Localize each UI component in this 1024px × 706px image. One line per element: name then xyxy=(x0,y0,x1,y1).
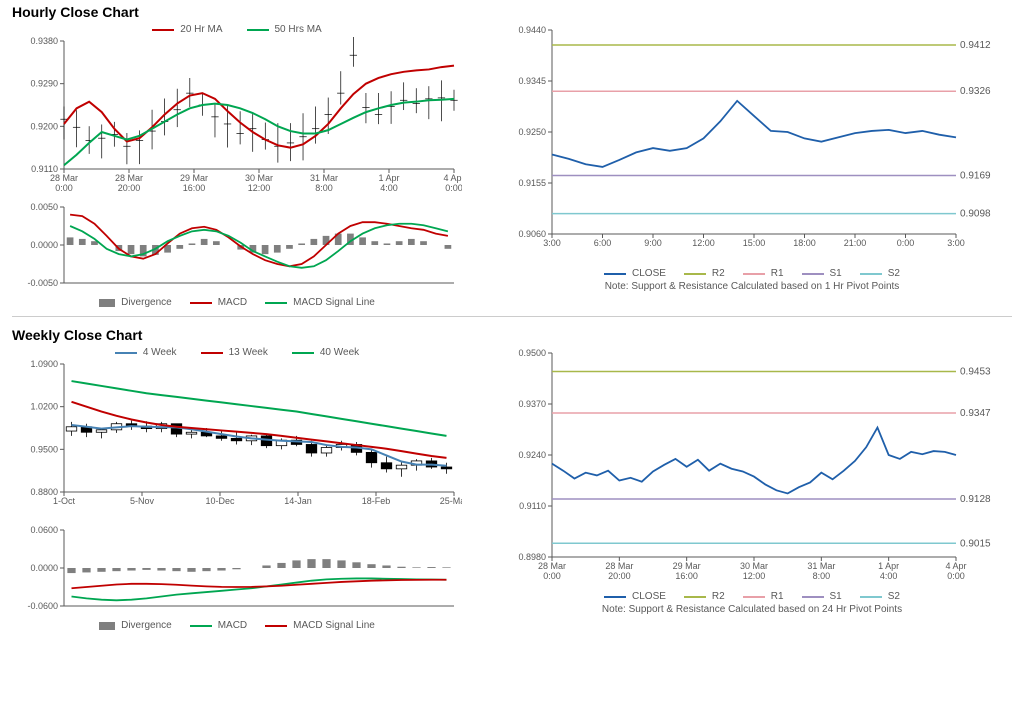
hourly-section: Hourly Close Chart 20 Hr MA 50 Hrs MA 0.… xyxy=(12,4,1012,308)
svg-text:12:00: 12:00 xyxy=(743,571,766,581)
svg-text:15:00: 15:00 xyxy=(743,238,766,248)
svg-text:8:00: 8:00 xyxy=(813,571,831,581)
weekly-section: Weekly Close Chart 4 Week 13 Week 40 Wee… xyxy=(12,327,1012,631)
svg-text:4:00: 4:00 xyxy=(380,183,398,193)
weekly-price-chart: 0.88000.95001.02001.09001-Oct5-Nov10-Dec… xyxy=(12,360,462,520)
svg-text:0.9060: 0.9060 xyxy=(518,229,546,239)
svg-text:29 Mar: 29 Mar xyxy=(180,173,208,183)
svg-text:8:00: 8:00 xyxy=(315,183,333,193)
hourly-macd-legend: Divergence MACD MACD Signal Line xyxy=(12,297,462,308)
svg-text:6:00: 6:00 xyxy=(594,238,612,248)
svg-text:29 Mar: 29 Mar xyxy=(673,561,701,571)
svg-text:20:00: 20:00 xyxy=(608,571,631,581)
svg-text:1.0900: 1.0900 xyxy=(30,360,58,369)
svg-text:0.9326: 0.9326 xyxy=(960,86,991,97)
svg-text:28 Mar: 28 Mar xyxy=(115,173,143,183)
svg-text:-0.0050: -0.0050 xyxy=(27,278,58,288)
svg-text:4 Apr: 4 Apr xyxy=(443,173,462,183)
svg-text:0:00: 0:00 xyxy=(947,571,965,581)
svg-text:10-Dec: 10-Dec xyxy=(205,496,235,506)
hourly-price-chart: 0.91100.92000.92900.938028 Mar0:0028 Mar… xyxy=(12,37,462,197)
svg-text:0.9110: 0.9110 xyxy=(519,501,546,511)
svg-text:20:00: 20:00 xyxy=(118,183,141,193)
svg-text:0.9380: 0.9380 xyxy=(30,37,58,46)
hourly-pivot-chart: 0.9060 0.9155 0.9250 0.9345 0.9440 3:00 6:00 9:… xyxy=(502,24,1002,264)
svg-text:0.9345: 0.9345 xyxy=(518,76,546,86)
svg-text:9:00: 9:00 xyxy=(644,238,662,248)
svg-text:0.9412: 0.9412 xyxy=(960,40,991,51)
svg-text:0.0000: 0.0000 xyxy=(30,240,58,250)
svg-text:0:00: 0:00 xyxy=(445,183,462,193)
svg-text:0.9169: 0.9169 xyxy=(960,170,991,181)
svg-text:30 Mar: 30 Mar xyxy=(245,173,273,183)
weekly-macd-legend: Divergence MACD MACD Signal Line xyxy=(12,620,462,631)
svg-text:31 Mar: 31 Mar xyxy=(310,173,338,183)
hourly-pivot-legend: CLOSE R2 R1 S1 S2 xyxy=(502,268,1002,279)
svg-text:0.9290: 0.9290 xyxy=(30,79,58,89)
hourly-price-legend: 20 Hr MA 50 Hrs MA xyxy=(12,24,462,35)
svg-text:0.9128: 0.9128 xyxy=(960,494,991,505)
svg-text:0.9155: 0.9155 xyxy=(518,178,546,188)
svg-text:0.9250: 0.9250 xyxy=(518,127,546,137)
svg-text:28 Mar: 28 Mar xyxy=(605,561,633,571)
svg-text:12:00: 12:00 xyxy=(248,183,271,193)
svg-text:0.0000: 0.0000 xyxy=(30,563,58,573)
svg-text:0.9440: 0.9440 xyxy=(518,25,546,35)
svg-text:0:00: 0:00 xyxy=(543,571,561,581)
legend-20hr: 20 Hr MA xyxy=(180,24,222,35)
hourly-macd-chart: -0.0050 0.0000 0.0050 xyxy=(12,203,462,293)
weekly-pivot-note: Note: Support & Resistance Calculated ba… xyxy=(502,604,1002,615)
svg-text:30 Mar: 30 Mar xyxy=(740,561,768,571)
weekly-right-col: 0.89800.91100.92400.93700.950028 Mar0:00… xyxy=(502,347,1002,631)
svg-text:3:00: 3:00 xyxy=(543,238,561,248)
svg-text:25-Mar: 25-Mar xyxy=(440,496,462,506)
svg-text:5-Nov: 5-Nov xyxy=(130,496,155,506)
hourly-left-col: 20 Hr MA 50 Hrs MA 0.91100.92000.92900.9… xyxy=(12,24,462,308)
weekly-row: 4 Week 13 Week 40 Week 0.88000.95001.020… xyxy=(12,347,1012,631)
svg-text:0.9015: 0.9015 xyxy=(960,538,991,549)
svg-text:31 Mar: 31 Mar xyxy=(807,561,835,571)
svg-text:18-Feb: 18-Feb xyxy=(362,496,391,506)
svg-text:14-Jan: 14-Jan xyxy=(284,496,312,506)
hourly-row: 20 Hr MA 50 Hrs MA 0.91100.92000.92900.9… xyxy=(12,24,1012,308)
svg-text:16:00: 16:00 xyxy=(183,183,206,193)
svg-text:28 Mar: 28 Mar xyxy=(538,561,566,571)
weekly-macd-chart: -0.0600 0.0000 0.0600 xyxy=(12,526,462,616)
section-divider xyxy=(12,316,1012,317)
hourly-pivot-note: Note: Support & Resistance Calculated ba… xyxy=(502,281,1002,292)
svg-text:1.0200: 1.0200 xyxy=(30,402,58,412)
svg-text:0.9370: 0.9370 xyxy=(518,399,546,409)
weekly-left-col: 4 Week 13 Week 40 Week 0.88000.95001.020… xyxy=(12,347,462,631)
svg-text:0.9347: 0.9347 xyxy=(960,408,991,419)
svg-text:12:00: 12:00 xyxy=(692,238,715,248)
svg-text:0.9453: 0.9453 xyxy=(960,366,991,377)
weekly-price-legend: 4 Week 13 Week 40 Week xyxy=(12,347,462,358)
svg-text:18:00: 18:00 xyxy=(793,238,816,248)
svg-text:0.9500: 0.9500 xyxy=(518,348,546,358)
svg-text:3:00: 3:00 xyxy=(947,238,965,248)
svg-text:0.9500: 0.9500 xyxy=(30,444,58,454)
svg-text:0.0600: 0.0600 xyxy=(30,526,58,535)
hourly-title: Hourly Close Chart xyxy=(12,4,1012,20)
svg-text:16:00: 16:00 xyxy=(675,571,698,581)
weekly-pivot-legend: CLOSE R2 R1 S1 S2 xyxy=(502,591,1002,602)
svg-text:-0.0600: -0.0600 xyxy=(27,601,58,611)
svg-text:0.0050: 0.0050 xyxy=(30,203,58,212)
hourly-right-col: 0.9060 0.9155 0.9250 0.9345 0.9440 3:00 6:00 9:… xyxy=(502,24,1002,308)
svg-text:21:00: 21:00 xyxy=(844,238,867,248)
svg-text:1 Apr: 1 Apr xyxy=(878,561,899,571)
svg-text:0.9240: 0.9240 xyxy=(518,450,546,460)
svg-text:0:00: 0:00 xyxy=(55,183,73,193)
svg-text:1 Apr: 1 Apr xyxy=(378,173,399,183)
weekly-title: Weekly Close Chart xyxy=(12,327,1012,343)
svg-text:4 Apr: 4 Apr xyxy=(945,561,966,571)
svg-text:28 Mar: 28 Mar xyxy=(50,173,78,183)
svg-text:1-Oct: 1-Oct xyxy=(53,496,76,506)
svg-text:0.9200: 0.9200 xyxy=(30,121,58,131)
legend-50hr: 50 Hrs MA xyxy=(275,24,322,35)
weekly-pivot-chart: 0.89800.91100.92400.93700.950028 Mar0:00… xyxy=(502,347,1002,587)
svg-text:0:00: 0:00 xyxy=(897,238,915,248)
svg-text:0.9098: 0.9098 xyxy=(960,209,991,220)
svg-text:4:00: 4:00 xyxy=(880,571,898,581)
